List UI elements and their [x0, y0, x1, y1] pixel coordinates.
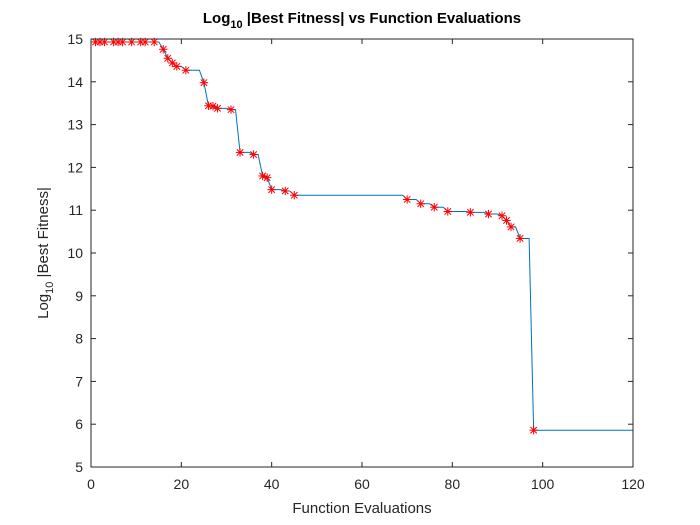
data-point-marker [249, 150, 258, 159]
data-point-marker [484, 209, 493, 219]
marker-stroke [100, 38, 109, 46]
marker-stroke [168, 59, 176, 67]
marker-stroke [259, 172, 267, 180]
x-tick-label: 100 [531, 476, 555, 492]
marker-stroke [281, 187, 289, 195]
data-point-marker [281, 186, 290, 196]
marker-stroke [530, 426, 538, 434]
marker-stroke [430, 203, 438, 211]
marker-stroke [466, 208, 474, 216]
data-point-marker [443, 207, 453, 216]
data-point-marker [226, 105, 236, 114]
data-point-marker [502, 216, 511, 225]
marker-stroke [200, 79, 208, 87]
data-point-marker [515, 234, 525, 243]
marker-stroke [119, 38, 127, 46]
y-axis: 5 6 7 8 9 10 11 12 13 14 15 [67, 31, 633, 475]
y-tick-label: 11 [68, 202, 83, 218]
marker-stroke [227, 106, 235, 114]
data-point-marker [159, 45, 168, 54]
y-tick-label: 13 [67, 117, 83, 133]
data-point-marker [416, 199, 425, 208]
marker-stroke [516, 234, 524, 243]
data-point-marker [290, 191, 299, 200]
data-point-marker [127, 37, 136, 47]
y-tick-label: 6 [75, 416, 83, 432]
chart-title-prefix: Log [203, 10, 231, 27]
y-tick-label: 14 [67, 74, 83, 90]
y-tick-label: 12 [67, 159, 83, 175]
y-tick-label: 8 [75, 331, 83, 347]
marker-stroke [213, 104, 222, 112]
marker-stroke [484, 210, 493, 218]
marker-stroke [159, 45, 167, 53]
y-axis-label: Log10 |Best Fitness| [35, 187, 56, 319]
marker-stroke [236, 148, 244, 156]
data-point-marker [529, 425, 538, 435]
marker-stroke [290, 191, 298, 199]
x-axis-label: Function Evaluations [292, 500, 431, 517]
data-point-marker [163, 54, 172, 63]
y-axis-label-prefix: Log [35, 294, 52, 319]
x-tick-label: 20 [174, 476, 190, 492]
data-point-marker [181, 66, 191, 75]
data-point-marker [235, 148, 245, 157]
marker-stroke [164, 54, 172, 62]
y-axis-label-subscript: 10 [44, 282, 56, 294]
chart-title-subscript: 10 [230, 19, 242, 31]
marker-layer [91, 37, 538, 435]
marker-stroke [444, 207, 452, 216]
data-point-marker [172, 62, 182, 71]
x-tick-label: 80 [445, 476, 461, 492]
marker-stroke [250, 151, 258, 159]
marker-stroke [150, 38, 158, 46]
marker-stroke [502, 216, 511, 225]
y-tick-label: 9 [75, 288, 83, 304]
x-tick-label: 120 [621, 476, 645, 492]
data-point-marker [213, 104, 222, 113]
data-point-marker [506, 222, 516, 232]
data-point-marker [430, 203, 439, 212]
marker-stroke [263, 174, 271, 182]
plot-background [91, 39, 633, 467]
marker-stroke [268, 186, 276, 194]
marker-stroke [182, 66, 190, 74]
marker-stroke [403, 195, 411, 204]
plot-area [90, 37, 634, 468]
chart-title: Log10 |Best Fitness| vs Function Evaluat… [203, 10, 521, 31]
x-axis: 0 20 40 60 80 100 120 [87, 39, 645, 492]
marker-stroke [209, 102, 217, 110]
data-point-marker [150, 37, 159, 47]
y-axis-label-suffix: |Best Fitness| [35, 187, 52, 282]
chart-title-suffix: |Best Fitness| vs Function Evaluations [243, 10, 521, 27]
data-point-marker [199, 78, 209, 87]
marker-stroke [417, 200, 425, 208]
data-point-marker [168, 58, 177, 68]
data-point-marker [262, 173, 272, 182]
y-tick-label: 15 [67, 31, 83, 47]
data-point-marker [466, 208, 475, 217]
marker-stroke [141, 38, 149, 46]
y-tick-label: 7 [75, 373, 83, 389]
data-point-marker [402, 195, 412, 204]
y-tick-label: 10 [67, 245, 83, 261]
y-tick-label: 5 [75, 459, 83, 475]
marker-stroke [507, 223, 515, 231]
x-tick-label: 0 [87, 476, 95, 492]
x-tick-label: 60 [354, 476, 370, 492]
marker-stroke [498, 212, 506, 220]
x-tick-label: 40 [264, 476, 280, 492]
marker-stroke [173, 62, 181, 70]
data-point-marker [267, 185, 276, 194]
marker-stroke [128, 38, 136, 46]
